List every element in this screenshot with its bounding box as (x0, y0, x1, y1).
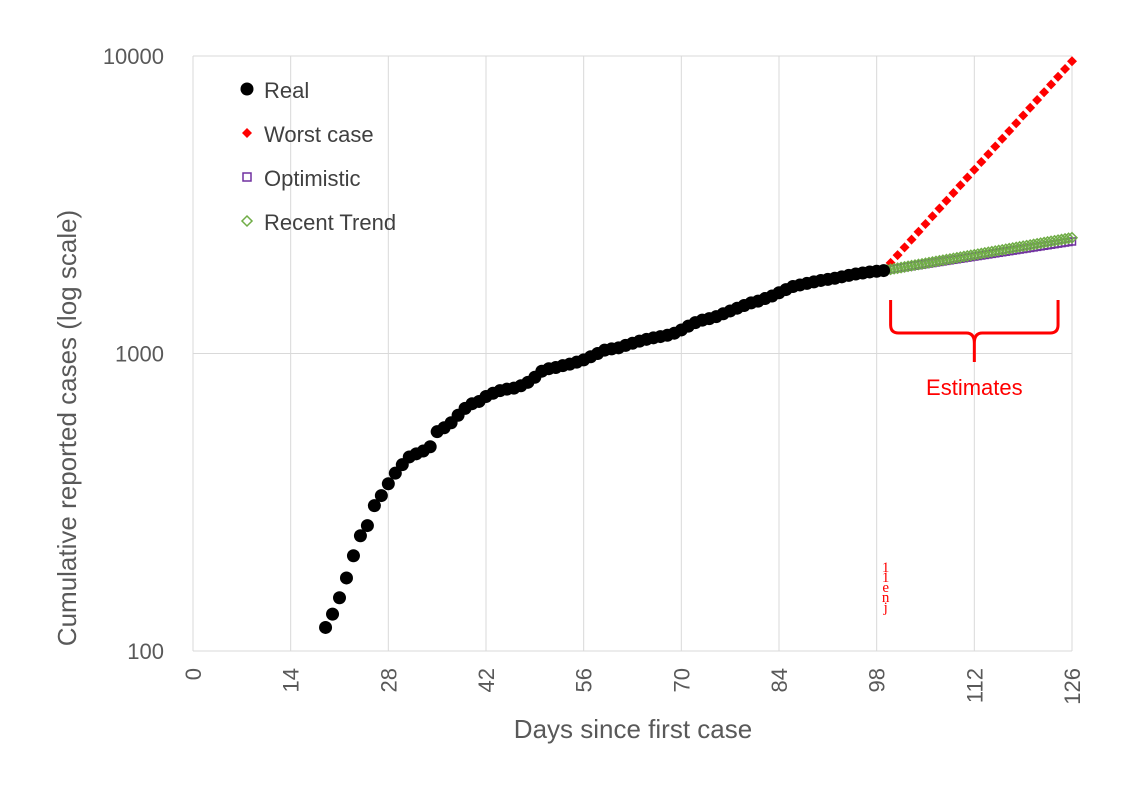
x-axis-title: Days since first case (514, 714, 752, 744)
x-tick-label: 56 (572, 668, 597, 692)
data-point (333, 591, 346, 605)
x-tick-label: 84 (767, 668, 792, 692)
data-point (1060, 64, 1071, 75)
data-point (1004, 126, 1015, 137)
series-worst-case (878, 56, 1077, 276)
data-point (941, 195, 952, 206)
data-point (877, 264, 891, 278)
legend-marker (242, 172, 252, 182)
data-point (990, 141, 1001, 152)
legend-label: Real (264, 78, 309, 103)
data-point (962, 172, 973, 183)
data-point (339, 571, 353, 585)
annotation-char: e (882, 580, 889, 596)
legend-marker (242, 128, 252, 138)
data-point (899, 242, 910, 253)
data-point (1018, 110, 1029, 121)
data-point (326, 607, 340, 621)
annotation-char: 1 (882, 560, 890, 576)
data-point (976, 157, 987, 168)
data-point (997, 133, 1008, 144)
series-real (319, 264, 891, 634)
data-point (1039, 87, 1050, 98)
legend-label: Worst case (264, 122, 374, 147)
data-point (927, 211, 938, 222)
data-point (948, 188, 959, 199)
data-point (906, 234, 917, 245)
legend-label: Optimistic (264, 166, 361, 191)
data-point (1067, 56, 1077, 67)
data-point (1062, 232, 1075, 245)
data-point (1065, 231, 1079, 244)
x-tick-label: 0 (181, 668, 206, 680)
data-point (1046, 79, 1057, 90)
data-marks (319, 56, 1079, 634)
x-tick-label: 14 (279, 668, 304, 692)
axes: 0 14 28 42 56 70 84 98 112 126 100 1000 10000 (103, 44, 1085, 705)
data-point (892, 250, 903, 261)
data-point (913, 226, 924, 237)
data-point (969, 164, 980, 175)
y-tick-label: 1000 (115, 342, 164, 367)
data-point (346, 549, 360, 563)
data-point (381, 477, 395, 491)
annotation-char: n (882, 590, 890, 606)
legend-marker (240, 82, 254, 96)
data-point (1053, 71, 1064, 82)
data-point (934, 203, 945, 214)
data-point (353, 529, 367, 543)
data-point (1025, 102, 1036, 113)
data-point (955, 180, 966, 191)
x-tick-label: 112 (962, 668, 987, 703)
data-point (367, 499, 381, 513)
y-axis-title: Cumulative reported cases (log scale) (52, 210, 82, 646)
legend-marker (240, 214, 254, 228)
data-point (360, 519, 374, 533)
annotation-char: 1 (882, 570, 890, 586)
x-tick-label: 42 (474, 668, 499, 692)
y-tick-label: 100 (127, 639, 164, 664)
data-point (920, 219, 931, 230)
data-point (423, 440, 437, 454)
x-tick-label: 126 (1060, 668, 1085, 705)
annotation-char: j (883, 600, 888, 616)
x-tick-label: 98 (865, 668, 890, 692)
data-point (1032, 95, 1043, 106)
data-point (983, 149, 994, 160)
x-tick-label: 28 (376, 668, 401, 692)
y-tick-label: 10000 (103, 44, 164, 69)
grid (192, 55, 1073, 652)
series-recent-trend (877, 231, 1079, 277)
legend-label: Recent Trend (264, 210, 396, 235)
estimates-brace (889, 300, 1060, 362)
data-point (319, 620, 333, 634)
estimates-label: Estimates (926, 375, 1023, 400)
data-point (1011, 118, 1022, 129)
legend: Real Worst case Optimistic Recent Trend (240, 78, 396, 235)
x-tick-label: 70 (669, 668, 694, 692)
data-point (374, 489, 388, 503)
